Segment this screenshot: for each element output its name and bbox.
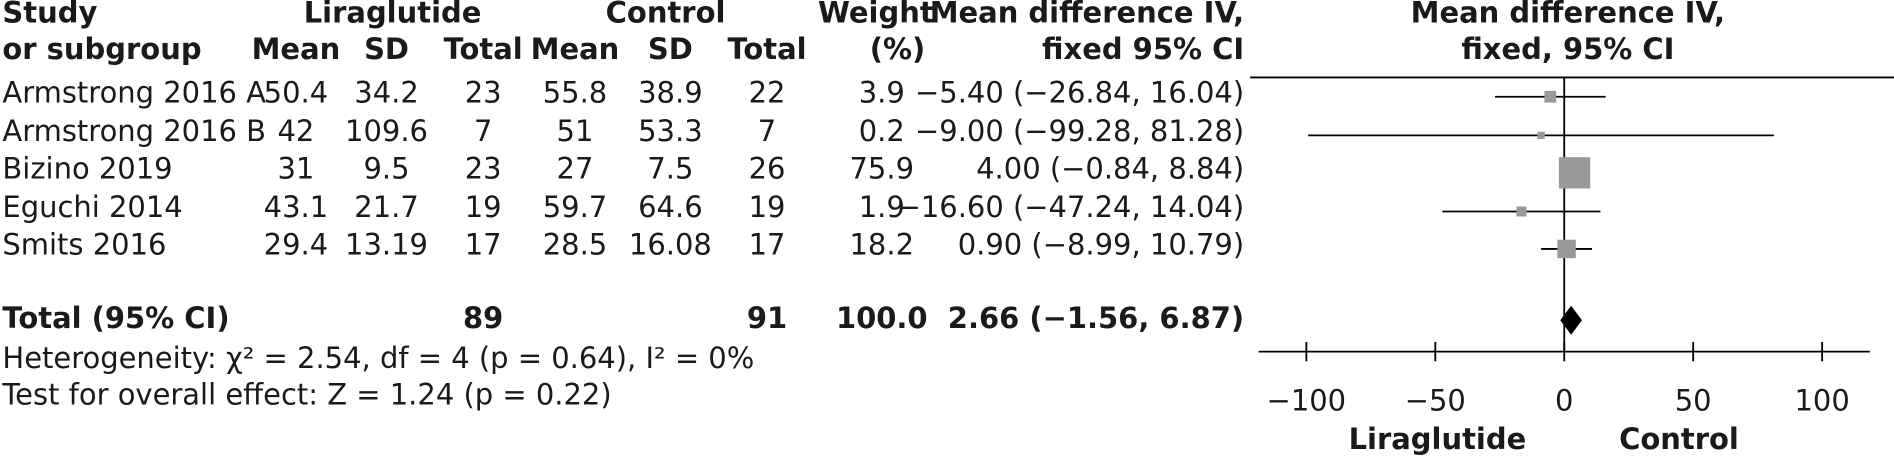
header: fixed 95% CI	[1042, 32, 1244, 66]
table-cell: 18.2	[850, 228, 915, 262]
total-cell: 91	[747, 301, 787, 335]
total-cell: 100.0	[836, 301, 928, 335]
header: SD	[364, 32, 409, 66]
table-cell: 7	[474, 114, 492, 148]
point-estimate	[1544, 90, 1557, 103]
table-cell: 42	[278, 114, 315, 148]
table-cell: 4.00 (−0.84, 8.84)	[976, 151, 1244, 185]
point-estimate	[1557, 239, 1576, 259]
point-estimate	[1537, 131, 1545, 140]
table-cell: 1.9	[859, 190, 905, 224]
table-cell: 0.90 (−8.99, 10.79)	[958, 228, 1244, 262]
header: Mean	[252, 32, 341, 66]
table-cell: 53.3	[638, 114, 703, 148]
overall-effect: Test for overall effect: Z = 1.24 (p = 0…	[1, 377, 611, 411]
table-cell: Armstrong 2016 A	[2, 75, 266, 109]
table-cell: −16.60 (−47.24, 14.04)	[897, 190, 1245, 224]
total-diamond	[1560, 305, 1582, 335]
header: or subgroup	[2, 32, 201, 66]
table-cell: 19	[465, 190, 502, 224]
x-tick-label: −50	[1405, 383, 1466, 417]
table-cell: 21.7	[354, 190, 419, 224]
table-cell: −5.40 (−26.84, 16.04)	[915, 75, 1244, 109]
header: Study	[2, 0, 97, 30]
table-cell: 9.5	[363, 151, 409, 185]
header: Weight	[818, 0, 934, 30]
x-tick-label: −100	[1267, 383, 1347, 417]
header: SD	[648, 32, 693, 66]
table-cell: 17	[465, 228, 502, 262]
x-tick-label: 50	[1675, 383, 1712, 417]
header: Control	[606, 0, 726, 30]
header: Total	[444, 32, 523, 66]
table-cell: 3.9	[859, 75, 905, 109]
table-cell: 31	[278, 151, 315, 185]
table-cell: 29.4	[264, 228, 329, 262]
point-estimate	[1558, 157, 1591, 189]
table-cell: 59.7	[543, 190, 608, 224]
plot-title: fixed, 95% CI	[1461, 32, 1674, 66]
point-estimate	[1516, 206, 1527, 217]
header: Mean difference IV,	[930, 0, 1244, 30]
table-cell: 19	[749, 190, 786, 224]
header: Total	[727, 32, 806, 66]
table-cell: 16.08	[629, 228, 712, 262]
x-axis-label: Control	[1619, 422, 1739, 456]
table-cell: 34.2	[354, 75, 419, 109]
x-tick-label: 100	[1794, 383, 1849, 417]
table-cell: 7.5	[647, 151, 693, 185]
header: Mean	[531, 32, 620, 66]
table-cell: 75.9	[850, 151, 915, 185]
table-cell: 51	[557, 114, 594, 148]
table-cell: Eguchi 2014	[2, 190, 182, 224]
x-axis-label: Liraglutide	[1349, 422, 1527, 456]
header: Liraglutide	[304, 0, 482, 30]
total-cell: Total (95% CI)	[2, 301, 229, 335]
table-cell: 64.6	[638, 190, 703, 224]
plot-title: Mean difference IV,	[1411, 0, 1725, 30]
table-cell: 0.2	[859, 114, 905, 148]
table-cell: −9.00 (−99.28, 81.28)	[915, 114, 1244, 148]
table-cell: Armstrong 2016 B	[2, 114, 266, 148]
table-cell: 43.1	[264, 190, 329, 224]
table-cell: 50.4	[264, 75, 329, 109]
table-cell: 23	[465, 75, 502, 109]
table-cell: Smits 2016	[2, 228, 166, 262]
heterogeneity: Heterogeneity: χ² = 2.54, df = 4 (p = 0.…	[2, 341, 754, 375]
table-cell: 7	[758, 114, 776, 148]
table-cell: 17	[749, 228, 786, 262]
table-cell: Bizino 2019	[2, 151, 172, 185]
table-cell: 26	[749, 151, 786, 185]
total-cell: 89	[463, 301, 503, 335]
header: (%)	[870, 32, 926, 66]
table-cell: 109.6	[345, 114, 428, 148]
table-cell: 27	[557, 151, 594, 185]
total-cell: 2.66 (−1.56, 6.87)	[948, 301, 1244, 335]
table-cell: 38.9	[638, 75, 703, 109]
table-cell: 23	[465, 151, 502, 185]
table-cell: 28.5	[543, 228, 608, 262]
table-cell: 55.8	[543, 75, 608, 109]
x-tick-label: 0	[1555, 383, 1573, 417]
table-cell: 22	[749, 75, 786, 109]
table-cell: 13.19	[345, 228, 428, 262]
